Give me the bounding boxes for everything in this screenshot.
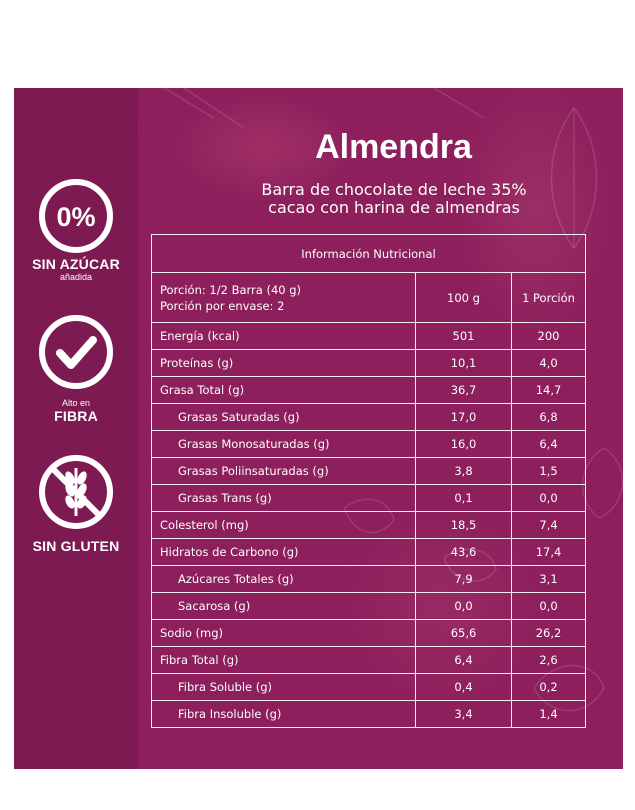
svg-text:0%: 0%: [56, 202, 95, 232]
nutrient-label: Grasa Total (g): [151, 376, 416, 404]
product-title: Almendra: [315, 128, 472, 166]
value-portion: 26,2: [511, 619, 586, 647]
value-portion: 6,4: [511, 430, 586, 458]
table-row: Hidratos de Carbono (g) 43,6 17,4: [151, 538, 586, 566]
nutrient-label: Grasas Monosaturadas (g): [151, 430, 416, 458]
value-portion: 200: [511, 322, 586, 350]
subtitle-line-2: cacao con harina de almendras: [268, 198, 520, 217]
badge-alto-fibra-pre: Alto en: [61, 398, 91, 408]
table-row: Fibra Soluble (g) 0,4 0,2: [151, 673, 586, 701]
value-portion: 7,4: [511, 511, 586, 539]
portions-per-package: Porción por envase: 2: [160, 298, 285, 313]
table-header-row: Información Nutricional: [151, 234, 586, 273]
zero-percent-icon: 0%: [39, 179, 113, 253]
value-100g: 10,1: [415, 349, 512, 377]
value-portion: 0,0: [511, 484, 586, 512]
table-row: Grasas Saturadas (g) 17,0 6,8: [151, 403, 586, 431]
nutrient-label: Proteínas (g): [151, 349, 416, 377]
value-100g: 0,0: [415, 592, 512, 620]
product-subtitle: Barra de chocolate de leche 35% cacao co…: [184, 181, 604, 217]
value-100g: 16,0: [415, 430, 512, 458]
badge-sin-gluten-title: SIN GLUTEN: [32, 538, 120, 554]
claims-sidebar: [14, 88, 138, 769]
nutrient-label: Grasas Saturadas (g): [151, 403, 416, 431]
product-label-panel: 0% SIN AZÚCAR añadida Alto en FIBRA: [14, 88, 623, 769]
col-header-portion: 1 Porción: [511, 272, 586, 323]
table-row: Energía (kcal) 501 200: [151, 322, 586, 350]
nutrient-label: Fibra Insoluble (g): [151, 700, 416, 728]
badge-sin-gluten: SIN GLUTEN: [14, 452, 138, 554]
nutrient-label: Sacarosa (g): [151, 592, 416, 620]
nutrient-label: Sodio (mg): [151, 619, 416, 647]
value-100g: 0,1: [415, 484, 512, 512]
portion-row: Porción: 1/2 Barra (40 g) Porción por en…: [151, 272, 586, 323]
table-row: Grasas Monosaturadas (g) 16,0 6,4: [151, 430, 586, 458]
value-portion: 0,2: [511, 673, 586, 701]
table-row: Azúcares Totales (g) 7,9 3,1: [151, 565, 586, 593]
value-portion: 3,1: [511, 565, 586, 593]
nutrient-label: Colesterol (mg): [151, 511, 416, 539]
value-portion: 2,6: [511, 646, 586, 674]
table-header: Información Nutricional: [151, 234, 586, 273]
value-portion: 0,0: [511, 592, 586, 620]
value-portion: 14,7: [511, 376, 586, 404]
nutrient-label: Grasas Poliinsaturadas (g): [151, 457, 416, 485]
value-100g: 18,5: [415, 511, 512, 539]
table-row: Fibra Insoluble (g) 3,4 1,4: [151, 700, 586, 728]
badge-sin-azucar: 0% SIN AZÚCAR añadida: [14, 176, 138, 282]
table-row: Fibra Total (g) 6,4 2,6: [151, 646, 586, 674]
nutrition-facts-table: Información Nutricional Porción: 1/2 Bar…: [151, 234, 586, 728]
nutrient-label: Fibra Total (g): [151, 646, 416, 674]
nutrient-label: Hidratos de Carbono (g): [151, 538, 416, 566]
table-row: Colesterol (mg) 18,5 7,4: [151, 511, 586, 539]
value-100g: 6,4: [415, 646, 512, 674]
table-row: Sodio (mg) 65,6 26,2: [151, 619, 586, 647]
portion-size: Porción: 1/2 Barra (40 g): [160, 282, 302, 297]
badge-sin-azucar-sub: añadida: [59, 272, 93, 282]
nutrient-label: Energía (kcal): [151, 322, 416, 350]
subtitle-line-1: Barra de chocolate de leche 35%: [261, 180, 527, 199]
checkmark-icon: [39, 315, 113, 389]
nutrient-label: Azúcares Totales (g): [151, 565, 416, 593]
nutrient-label: Grasas Trans (g): [151, 484, 416, 512]
value-portion: 17,4: [511, 538, 586, 566]
value-100g: 65,6: [415, 619, 512, 647]
value-100g: 17,0: [415, 403, 512, 431]
badge-alto-fibra-title: FIBRA: [54, 408, 98, 424]
no-wheat-icon: [39, 455, 113, 529]
col-header-100g: 100 g: [415, 272, 512, 323]
value-portion: 1,5: [511, 457, 586, 485]
badge-sin-azucar-title: SIN AZÚCAR: [32, 256, 120, 272]
table-row: Grasas Poliinsaturadas (g) 3,8 1,5: [151, 457, 586, 485]
value-100g: 7,9: [415, 565, 512, 593]
value-portion: 1,4: [511, 700, 586, 728]
table-row: Sacarosa (g) 0,0 0,0: [151, 592, 586, 620]
value-100g: 0,4: [415, 673, 512, 701]
value-100g: 3,8: [415, 457, 512, 485]
table-row: Grasas Trans (g) 0,1 0,0: [151, 484, 586, 512]
badge-alto-fibra: Alto en FIBRA: [14, 312, 138, 424]
value-portion: 4,0: [511, 349, 586, 377]
portion-info: Porción: 1/2 Barra (40 g) Porción por en…: [151, 272, 416, 323]
value-100g: 36,7: [415, 376, 512, 404]
table-row: Proteínas (g) 10,1 4,0: [151, 349, 586, 377]
value-portion: 6,8: [511, 403, 586, 431]
nutrient-label: Fibra Soluble (g): [151, 673, 416, 701]
value-100g: 501: [415, 322, 512, 350]
value-100g: 43,6: [415, 538, 512, 566]
table-row: Grasa Total (g) 36,7 14,7: [151, 376, 586, 404]
value-100g: 3,4: [415, 700, 512, 728]
